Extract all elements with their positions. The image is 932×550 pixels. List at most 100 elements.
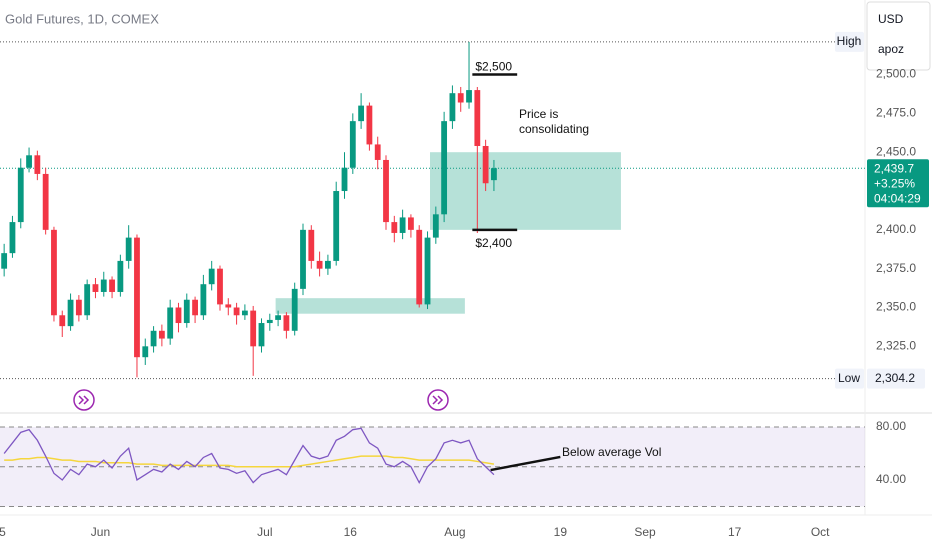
candle-body (316, 260, 323, 269)
candle-body (283, 315, 290, 331)
top-right-box: USD apoz (866, 1, 931, 71)
y-tick-label: 2,325.0 (876, 338, 916, 352)
candle-body (408, 217, 414, 230)
candle-body (167, 307, 174, 339)
y-tick-label: 2,375.0 (876, 261, 916, 275)
low-value-box (867, 368, 925, 389)
candle-body (192, 299, 198, 316)
low-label: Low (838, 371, 860, 385)
candle-body (84, 284, 91, 316)
zone (275, 298, 465, 314)
high-label: High (837, 34, 862, 48)
x-tick-label: 5 (0, 525, 6, 539)
candle-body (100, 279, 107, 292)
candle-body (374, 144, 381, 160)
y-tick-label: 2,400.0 (876, 222, 916, 236)
currency: USD (878, 12, 904, 26)
candle-body (416, 229, 423, 305)
candle-body (59, 315, 66, 327)
candle-body (200, 284, 207, 316)
price-tag (867, 159, 929, 208)
low-box (835, 368, 864, 389)
candle-body (67, 299, 74, 327)
candle-body (383, 159, 389, 223)
candle-body (449, 93, 456, 122)
candle-body (457, 93, 464, 103)
candle-body (92, 284, 99, 292)
candle-body (150, 330, 157, 347)
candle-body (158, 330, 165, 339)
candle-body (341, 167, 348, 192)
candle-body (208, 268, 215, 285)
candle-body (183, 299, 190, 324)
candle-body (109, 279, 115, 292)
candle-body (275, 315, 282, 320)
candle-body (291, 288, 298, 331)
candle-body (117, 260, 124, 292)
candle-body (349, 121, 356, 168)
level-label: $2,400 (475, 236, 512, 250)
x-tick-label: Oct (811, 525, 830, 539)
candle-body (258, 323, 265, 347)
y-tick-label: 2,350.0 (876, 300, 916, 314)
candle-body (308, 229, 315, 261)
candle-body (1, 253, 8, 269)
candle-body (358, 105, 365, 122)
price-change: +3.25% (874, 176, 915, 190)
candle-body (250, 310, 257, 347)
candle-body (399, 217, 406, 233)
y-tick-label: 2,500.0 (876, 67, 916, 81)
y-tick-label: 2,450.0 (876, 144, 916, 158)
y-tick-label: 40.00 (876, 472, 906, 486)
candle-body (9, 222, 16, 254)
indicator-line (4, 455, 495, 468)
high-box (835, 31, 864, 52)
candle-body (424, 237, 431, 305)
event-icon-arrow (78, 395, 90, 405)
x-tick-label: Sep (634, 525, 656, 539)
candle-body (42, 173, 49, 230)
candle-body (432, 214, 439, 238)
countdown: 04:04:29 (874, 191, 921, 205)
candle-body (175, 307, 182, 324)
zone (430, 152, 621, 230)
x-tick-label: Jun (91, 525, 110, 539)
candle-body (225, 304, 232, 308)
x-tick-label: 16 (344, 525, 358, 539)
candle-body (51, 229, 57, 316)
candle-body (241, 310, 248, 316)
x-tick-label: 19 (554, 525, 568, 539)
event-icon-arrow (432, 395, 444, 405)
unit-label: apoz (878, 42, 904, 56)
candle-body (466, 90, 472, 103)
candle-body (441, 121, 448, 215)
candle-body (333, 191, 340, 261)
candle-body (300, 229, 306, 289)
level-label: $2,500 (475, 60, 512, 74)
candle-body (266, 319, 273, 324)
chart-title: Gold Futures, 1D, COMEX (5, 11, 159, 26)
candle-body (482, 145, 489, 184)
candle-body (474, 90, 481, 146)
candle-body (366, 105, 373, 145)
last-price: 2,439.7 (874, 161, 914, 175)
candle-body (491, 168, 497, 181)
candle-body (34, 155, 41, 174)
indicator-line (3, 427, 495, 485)
x-tick-label: Jul (257, 525, 272, 539)
currency-box (866, 1, 931, 71)
candle-body (125, 237, 132, 261)
candle-body (26, 155, 32, 168)
x-tick-label: 17 (728, 525, 742, 539)
candle-body (142, 346, 149, 358)
candle-body (17, 167, 24, 223)
low-value: 2,304.2 (875, 371, 915, 385)
candle-body (217, 268, 223, 305)
event-icons (73, 389, 449, 411)
y-tick-label: 2,475.0 (876, 106, 916, 120)
candle-body (134, 237, 140, 358)
annotation: Below average Vol (562, 445, 662, 459)
candle-body (391, 222, 398, 233)
